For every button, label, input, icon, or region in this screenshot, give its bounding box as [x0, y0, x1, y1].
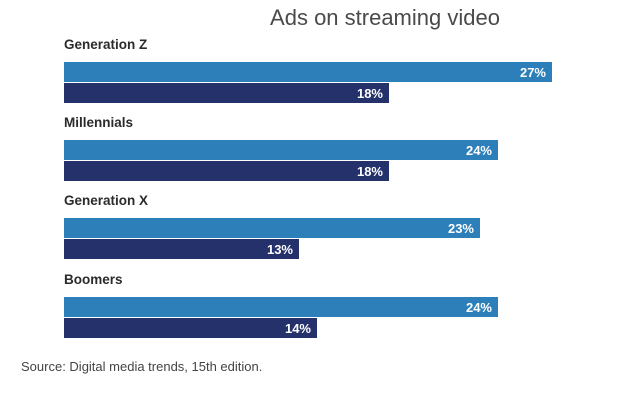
bar-generation-x-series-2: [64, 239, 299, 259]
value-label-boomers-series-1: 24%: [466, 300, 492, 315]
chart-title: Ads on streaming video: [270, 5, 500, 30]
category-label-millennials: Millennials: [64, 115, 133, 130]
value-label-generation-z-series-1: 27%: [520, 65, 546, 80]
value-label-millennials-series-1: 24%: [466, 143, 492, 158]
bar-boomers-series-1: [64, 297, 498, 317]
bar-generation-z-series-2: [64, 83, 389, 103]
value-label-generation-x-series-1: 23%: [448, 221, 474, 236]
value-label-generation-z-series-2: 18%: [357, 86, 383, 101]
value-label-generation-x-series-2: 13%: [267, 242, 293, 257]
bar-millennials-series-1: [64, 140, 498, 160]
category-label-generation-x: Generation X: [64, 193, 148, 208]
source-note: Source: Digital media trends, 15th editi…: [21, 359, 263, 374]
value-label-millennials-series-2: 18%: [357, 164, 383, 179]
category-label-boomers: Boomers: [64, 272, 123, 287]
bar-millennials-series-2: [64, 161, 389, 181]
plot-area: Generation Z 27% 18% Millennials 24% 18% Gener…: [64, 37, 552, 338]
value-label-boomers-series-2: 14%: [285, 321, 311, 336]
bar-generation-x-series-1: [64, 218, 480, 238]
bar-generation-z-series-1: [64, 62, 552, 82]
bar-boomers-series-2: [64, 318, 317, 338]
category-label-generation-z: Generation Z: [64, 37, 147, 52]
